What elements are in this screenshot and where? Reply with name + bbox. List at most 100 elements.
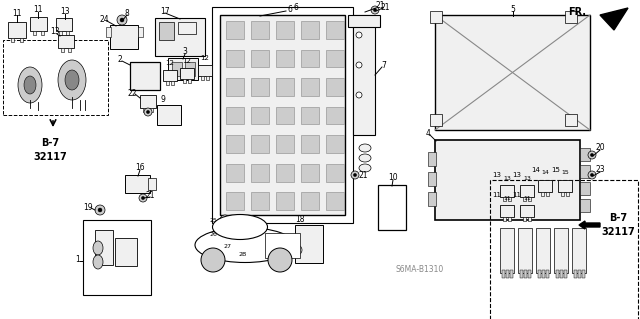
Bar — [546, 270, 549, 278]
Ellipse shape — [93, 241, 103, 255]
Bar — [502, 270, 505, 278]
Bar — [148, 178, 156, 190]
Bar — [251, 49, 269, 67]
Bar — [106, 27, 111, 37]
Bar — [68, 48, 71, 52]
Bar — [251, 78, 269, 96]
Ellipse shape — [195, 227, 295, 263]
Bar — [541, 192, 544, 196]
Bar — [130, 62, 160, 90]
Bar — [490, 180, 638, 319]
Bar — [524, 270, 527, 278]
Text: 15: 15 — [561, 170, 569, 175]
Text: 11: 11 — [493, 192, 502, 198]
Ellipse shape — [220, 215, 230, 225]
Bar — [566, 192, 569, 196]
Bar — [220, 15, 345, 215]
Bar — [326, 192, 344, 210]
Bar — [140, 95, 156, 108]
Bar — [520, 270, 523, 278]
Ellipse shape — [588, 151, 596, 159]
Bar — [201, 76, 204, 80]
Text: 21: 21 — [145, 191, 155, 201]
Text: 11: 11 — [513, 192, 522, 198]
Text: B-7: B-7 — [41, 138, 59, 148]
Bar — [59, 31, 62, 35]
Bar — [326, 21, 344, 39]
Text: 11: 11 — [523, 196, 531, 201]
Text: 32117: 32117 — [601, 227, 635, 237]
Ellipse shape — [117, 15, 127, 25]
Bar — [503, 217, 506, 221]
Ellipse shape — [120, 18, 124, 22]
Bar — [295, 225, 323, 263]
Bar — [301, 192, 319, 210]
Bar — [528, 197, 531, 201]
Bar — [183, 79, 186, 83]
Bar — [301, 21, 319, 39]
Text: 26: 26 — [209, 232, 217, 236]
Bar — [198, 65, 212, 76]
Text: 32117: 32117 — [33, 152, 67, 162]
Bar — [3, 40, 108, 115]
Bar — [226, 135, 244, 153]
Bar — [574, 270, 577, 278]
Text: 12: 12 — [182, 58, 191, 64]
Text: 14: 14 — [541, 170, 549, 175]
Text: 20: 20 — [595, 144, 605, 152]
Text: 25: 25 — [209, 218, 217, 222]
Bar — [83, 220, 151, 295]
Bar — [276, 192, 294, 210]
Bar — [560, 270, 563, 278]
FancyArrow shape — [579, 221, 600, 229]
Text: 23: 23 — [595, 166, 605, 174]
Bar — [185, 62, 195, 76]
Ellipse shape — [351, 171, 359, 179]
Text: 11: 11 — [33, 5, 43, 14]
Text: 14: 14 — [532, 167, 540, 173]
Bar — [276, 21, 294, 39]
Text: 13: 13 — [523, 175, 531, 181]
Text: B-7: B-7 — [609, 213, 627, 223]
Bar — [326, 107, 344, 124]
Text: 1: 1 — [76, 256, 81, 264]
Bar — [301, 164, 319, 182]
Bar — [508, 217, 511, 221]
Bar — [542, 270, 545, 278]
Ellipse shape — [356, 62, 362, 68]
Text: 8: 8 — [125, 9, 129, 18]
Ellipse shape — [220, 229, 230, 239]
Bar — [115, 238, 137, 266]
Text: 22: 22 — [127, 88, 137, 98]
Text: 6: 6 — [287, 4, 292, 13]
Text: 9: 9 — [161, 95, 165, 105]
Bar — [528, 270, 531, 278]
Bar — [508, 197, 511, 201]
Bar — [276, 135, 294, 153]
Bar — [206, 76, 209, 80]
Bar — [301, 107, 319, 124]
Bar — [212, 7, 353, 223]
Bar — [61, 48, 64, 52]
Text: 13: 13 — [493, 172, 502, 178]
Ellipse shape — [147, 110, 150, 114]
Ellipse shape — [58, 60, 86, 100]
Bar — [166, 81, 169, 85]
Bar — [326, 164, 344, 182]
Bar — [180, 68, 194, 79]
Bar — [251, 135, 269, 153]
Ellipse shape — [212, 214, 268, 240]
Ellipse shape — [590, 174, 594, 177]
Text: 12: 12 — [166, 60, 175, 66]
Bar — [435, 140, 580, 220]
Bar — [554, 228, 568, 273]
Ellipse shape — [371, 6, 379, 14]
Ellipse shape — [588, 171, 596, 179]
Text: 11: 11 — [503, 196, 511, 201]
Bar — [428, 152, 436, 166]
Text: 7: 7 — [381, 61, 387, 70]
Bar — [56, 18, 72, 31]
Text: 2B: 2B — [239, 251, 247, 256]
Bar — [564, 270, 567, 278]
Ellipse shape — [359, 164, 371, 172]
